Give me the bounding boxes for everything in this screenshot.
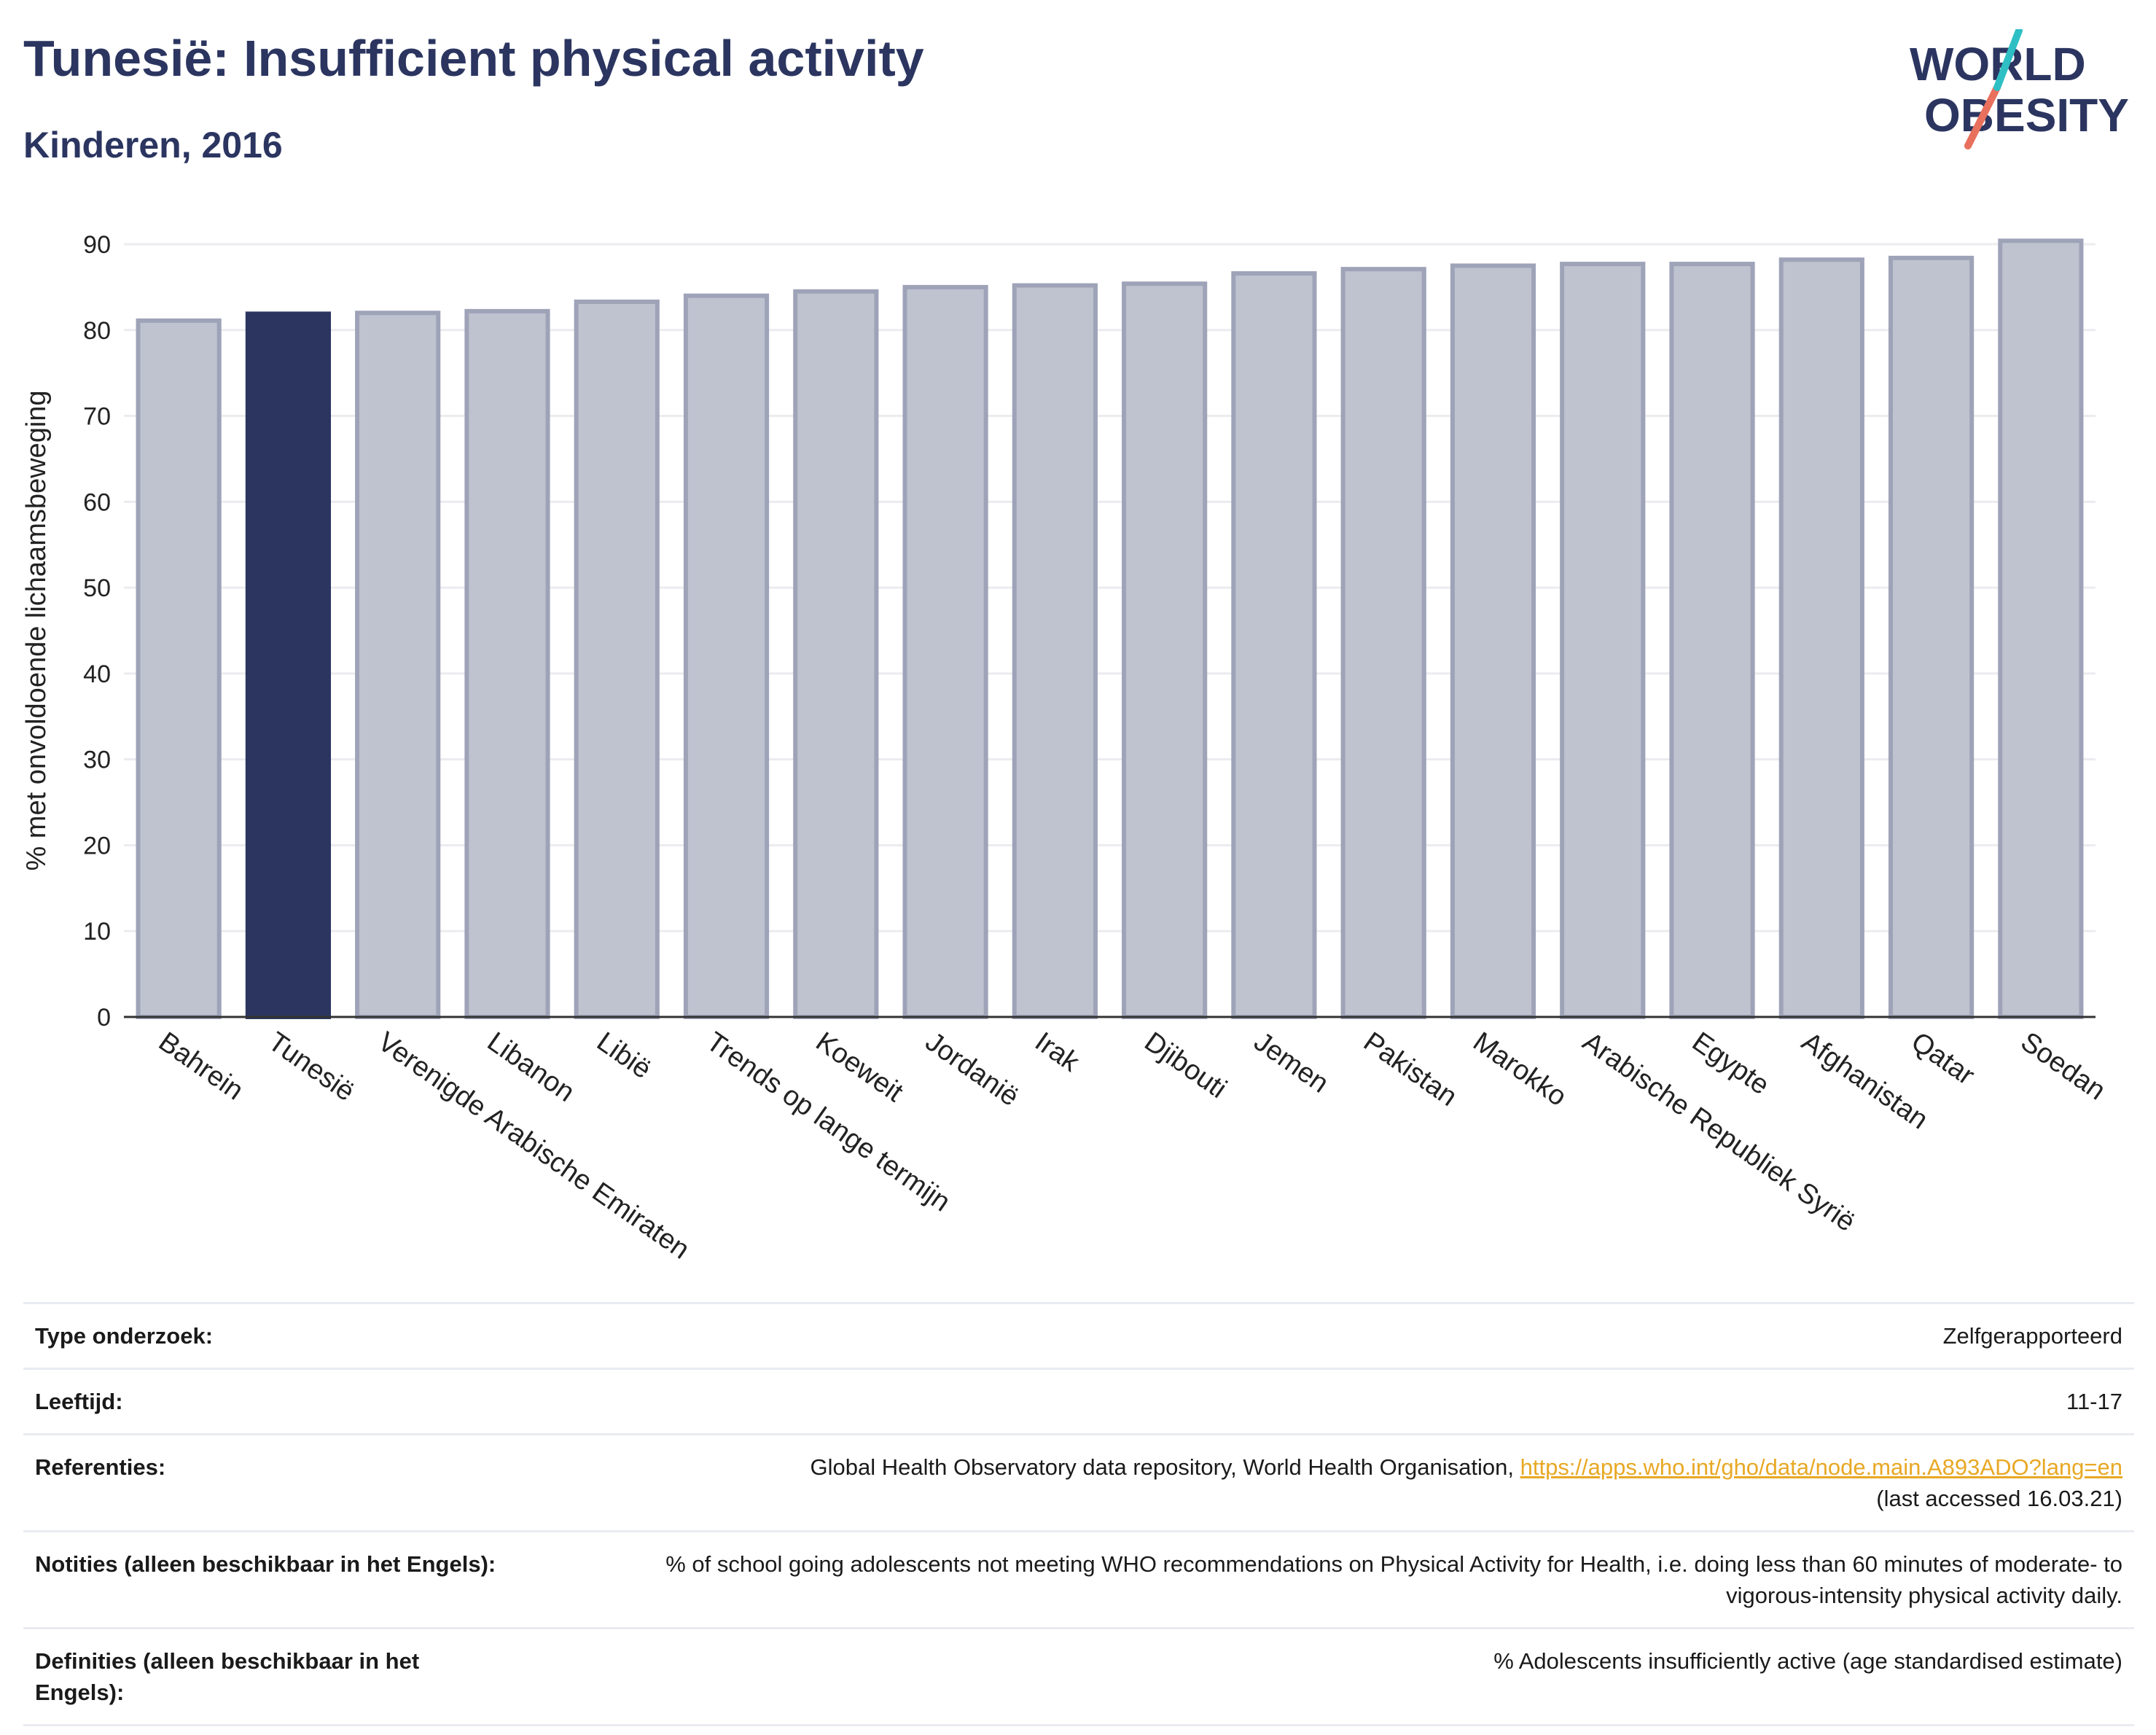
bar <box>902 284 988 1019</box>
chart-subtitle: Kinderen, 2016 <box>23 125 283 165</box>
info-row-notes: Notities (alleen beschikbaar in het Enge… <box>23 1530 2134 1627</box>
bar <box>1231 271 1317 1020</box>
x-tick-label: Jordanië <box>920 1026 1024 1112</box>
y-tick-label: 0 <box>97 1004 111 1032</box>
x-tick-label: Libië <box>591 1026 657 1085</box>
bar <box>1560 262 1646 1020</box>
bar <box>355 311 441 1019</box>
x-tick-label: Pakistan <box>1358 1026 1462 1112</box>
logo-slash-teal <box>1993 27 2023 91</box>
x-tick-label: Djibouti <box>1138 1026 1232 1104</box>
y-axis-label: % met onvoldoende lichaamsbeweging <box>21 390 52 870</box>
y-tick-label: 20 <box>83 832 111 859</box>
bar <box>574 299 660 1019</box>
info-row-age: Leeftijd: 11-17 <box>23 1368 2134 1433</box>
reference-link[interactable]: https://apps.who.int/gho/data/node.main.… <box>1520 1454 2122 1480</box>
x-tick-label: Qatar <box>1905 1026 1980 1091</box>
bar-chart-svg: 0 10 20 30 40 50 60 70 80 90 % met onvoldoende lic… <box>21 231 2111 1261</box>
y-tick-label: 60 <box>83 488 111 516</box>
info-label: Referenties: <box>35 1454 166 1480</box>
bar <box>1122 281 1208 1019</box>
bar <box>136 318 222 1020</box>
x-tick-label: Jemen <box>1249 1026 1335 1099</box>
reference-text: Global Health Observatory data repositor… <box>810 1454 1514 1480</box>
info-row-definitions: Definities (alleen beschikbaar in het En… <box>23 1627 2134 1726</box>
world-obesity-logo: WORLD OBESITY <box>1895 27 2143 153</box>
bar <box>1888 255 1975 1019</box>
bar <box>1012 283 1098 1020</box>
bar-chart: 0 10 20 30 40 50 60 70 80 90 % met onvoldoende lic… <box>0 204 2156 1261</box>
x-tick-label: Egypte <box>1687 1026 1775 1101</box>
bar <box>1998 238 2084 1019</box>
bar <box>683 293 770 1019</box>
info-value: Zelfgerapporteerd <box>1942 1323 2122 1349</box>
info-table: Type onderzoek: Zelfgerapporteerd Leefti… <box>23 1302 2134 1726</box>
x-tick-label: Tunesië <box>262 1026 360 1107</box>
info-value: Global Health Observatory data repositor… <box>501 1451 2123 1514</box>
bar <box>245 311 332 1019</box>
info-label: Definities (alleen beschikbaar in het En… <box>35 1648 420 1705</box>
x-tick-label: Soedan <box>2015 1026 2111 1107</box>
info-label: Notities (alleen beschikbaar in het Enge… <box>35 1551 496 1577</box>
x-tick-label: Marokko <box>1467 1026 1571 1112</box>
info-value: % Adolescents insufficiently active (age… <box>1493 1648 2122 1674</box>
bar <box>1778 257 1864 1020</box>
y-tick-label: 40 <box>83 660 111 688</box>
info-label: Type onderzoek: <box>35 1323 214 1349</box>
x-tick-label: Bahrein <box>153 1026 249 1107</box>
info-row-type: Type onderzoek: Zelfgerapporteerd <box>23 1302 2134 1368</box>
bar <box>1340 267 1426 1020</box>
info-row-references: Referenties: Global Health Observatory d… <box>23 1433 2134 1530</box>
info-label: Leeftijd: <box>35 1389 123 1414</box>
logo-slash-red <box>1964 84 2001 149</box>
y-tick-label: 10 <box>83 918 111 946</box>
y-tick-label: 50 <box>83 574 111 602</box>
chart-title: Tunesië: Insufficient physical activity <box>23 30 924 87</box>
y-tick-label: 70 <box>83 403 111 431</box>
logo-line2: OBESITY <box>1924 89 2129 141</box>
info-value: % of school going adolescents not meetin… <box>665 1551 2122 1608</box>
bar <box>1669 262 1755 1020</box>
x-tick-label: Irak <box>1029 1026 1085 1078</box>
x-tick-label: Koeweit <box>811 1026 909 1108</box>
y-tick-label: 30 <box>83 746 111 774</box>
x-tick-label: Libanon <box>482 1026 580 1108</box>
info-value: 11-17 <box>2066 1389 2122 1414</box>
y-tick-label: 90 <box>83 231 111 259</box>
y-tick-label: 80 <box>83 317 111 345</box>
reference-suffix: (last accessed 16.03.21) <box>1876 1486 2122 1511</box>
bar <box>1450 263 1536 1019</box>
bar <box>464 308 550 1020</box>
bar <box>793 289 879 1020</box>
